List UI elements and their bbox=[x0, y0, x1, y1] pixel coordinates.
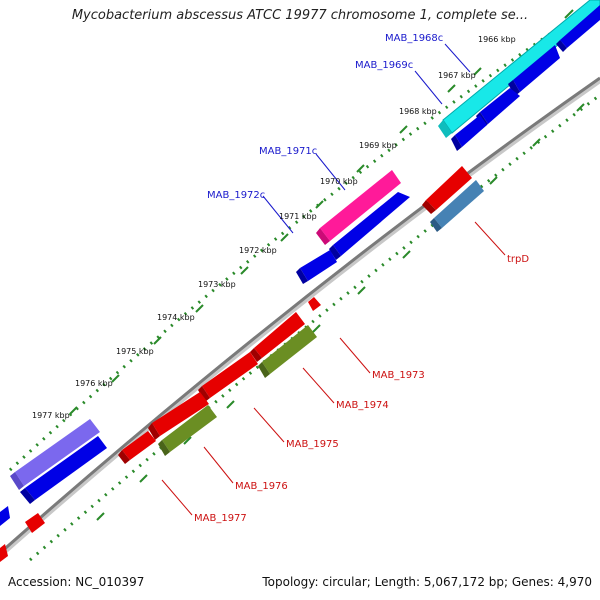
gene-forward-blue-1[interactable] bbox=[556, 5, 600, 52]
gene-label-mab-1976[interactable]: MAB_1976 bbox=[235, 481, 288, 492]
gene-mab-1974-olive[interactable] bbox=[258, 325, 317, 378]
gene-label-mab-1972c[interactable]: MAB_1972c bbox=[207, 190, 265, 201]
tick-label: 1975 kbp bbox=[116, 347, 154, 356]
backbone-shadow bbox=[0, 77, 600, 558]
kbp-labels: 1966 kbp 1967 kbp 1968 kbp 1969 kbp 1970… bbox=[32, 35, 516, 420]
inner-tick-ring bbox=[29, 93, 600, 562]
tick-label: 1968 kbp bbox=[399, 107, 437, 116]
forward-gene-labels: MAB_1968c MAB_1969c MAB_1971c MAB_1972c bbox=[207, 33, 443, 201]
gene-mab-1972c-b[interactable] bbox=[296, 250, 337, 284]
gene-trpd[interactable] bbox=[430, 180, 484, 232]
reverse-label-leaders bbox=[161, 221, 506, 516]
tick-label: 1974 kbp bbox=[157, 313, 195, 322]
gene-label-mab-1969c[interactable]: MAB_1969c bbox=[355, 60, 413, 71]
gene-forward-blue-5[interactable] bbox=[20, 436, 107, 504]
tick-label: 1973 kbp bbox=[198, 280, 236, 289]
gene-red-trp-1[interactable] bbox=[422, 166, 472, 214]
gene-mab-1976-red[interactable] bbox=[148, 392, 209, 440]
gene-label-mab-1968c[interactable]: MAB_1968c bbox=[385, 33, 443, 44]
gene-mab-1973-red[interactable] bbox=[250, 312, 305, 362]
inner-major-ticks bbox=[96, 103, 585, 521]
gene-mab-1972c-a[interactable] bbox=[329, 192, 410, 260]
outer-major-ticks bbox=[69, 9, 574, 415]
reverse-gene-labels: trpD MAB_1973 MAB_1974 MAB_1975 MAB_1976… bbox=[194, 254, 529, 524]
gene-label-mab-1974[interactable]: MAB_1974 bbox=[336, 400, 389, 411]
gene-forward-blue-2[interactable] bbox=[508, 45, 560, 96]
gene-forward-slateblue[interactable] bbox=[10, 419, 100, 490]
gene-forward-blue-4[interactable] bbox=[451, 115, 487, 151]
tick-label: 1969 kbp bbox=[359, 141, 397, 150]
tick-label: 1977 kbp bbox=[32, 411, 70, 420]
gene-label-mab-1975[interactable]: MAB_1975 bbox=[286, 439, 339, 450]
gene-mab-1968c[interactable] bbox=[438, 0, 600, 138]
forward-label-leaders bbox=[262, 43, 471, 234]
gene-label-mab-1971c[interactable]: MAB_1971c bbox=[259, 146, 317, 157]
gene-forward-blue-6[interactable] bbox=[0, 506, 10, 526]
gene-mab-1971c[interactable] bbox=[316, 170, 401, 245]
gene-red-lower-2[interactable] bbox=[0, 544, 8, 562]
tick-label: 1967 kbp bbox=[438, 71, 476, 80]
tick-label: 1972 kbp bbox=[239, 246, 277, 255]
gene-label-mab-1977[interactable]: MAB_1977 bbox=[194, 513, 247, 524]
gene-mab-1975-red[interactable] bbox=[198, 352, 258, 402]
tick-label: 1976 kbp bbox=[75, 379, 113, 388]
gene-label-mab-1973[interactable]: MAB_1973 bbox=[372, 370, 425, 381]
gene-red-small[interactable] bbox=[308, 297, 321, 311]
map-title: Mycobacterium abscessus ATCC 19977 chrom… bbox=[71, 8, 529, 23]
accession-text: Accession: NC_010397 bbox=[8, 575, 145, 589]
tick-label: 1971 kbp bbox=[279, 212, 317, 221]
tick-label: 1966 kbp bbox=[478, 35, 516, 44]
tick-label: 1970 kbp bbox=[320, 177, 358, 186]
gene-label-trpd[interactable]: trpD bbox=[507, 254, 529, 265]
gene-red-lower-1[interactable] bbox=[25, 513, 45, 533]
gene-mab-1977-red[interactable] bbox=[118, 431, 156, 464]
topology-text: Topology: circular; Length: 5,067,172 bp… bbox=[262, 575, 592, 589]
backbone-line bbox=[0, 76, 600, 555]
gene-mab-1976-olive[interactable] bbox=[158, 405, 217, 456]
